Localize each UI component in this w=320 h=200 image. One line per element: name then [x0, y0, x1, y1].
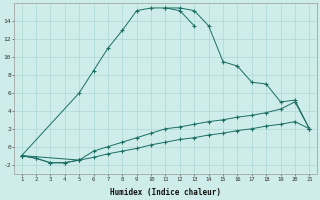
- X-axis label: Humidex (Indice chaleur): Humidex (Indice chaleur): [110, 188, 221, 197]
